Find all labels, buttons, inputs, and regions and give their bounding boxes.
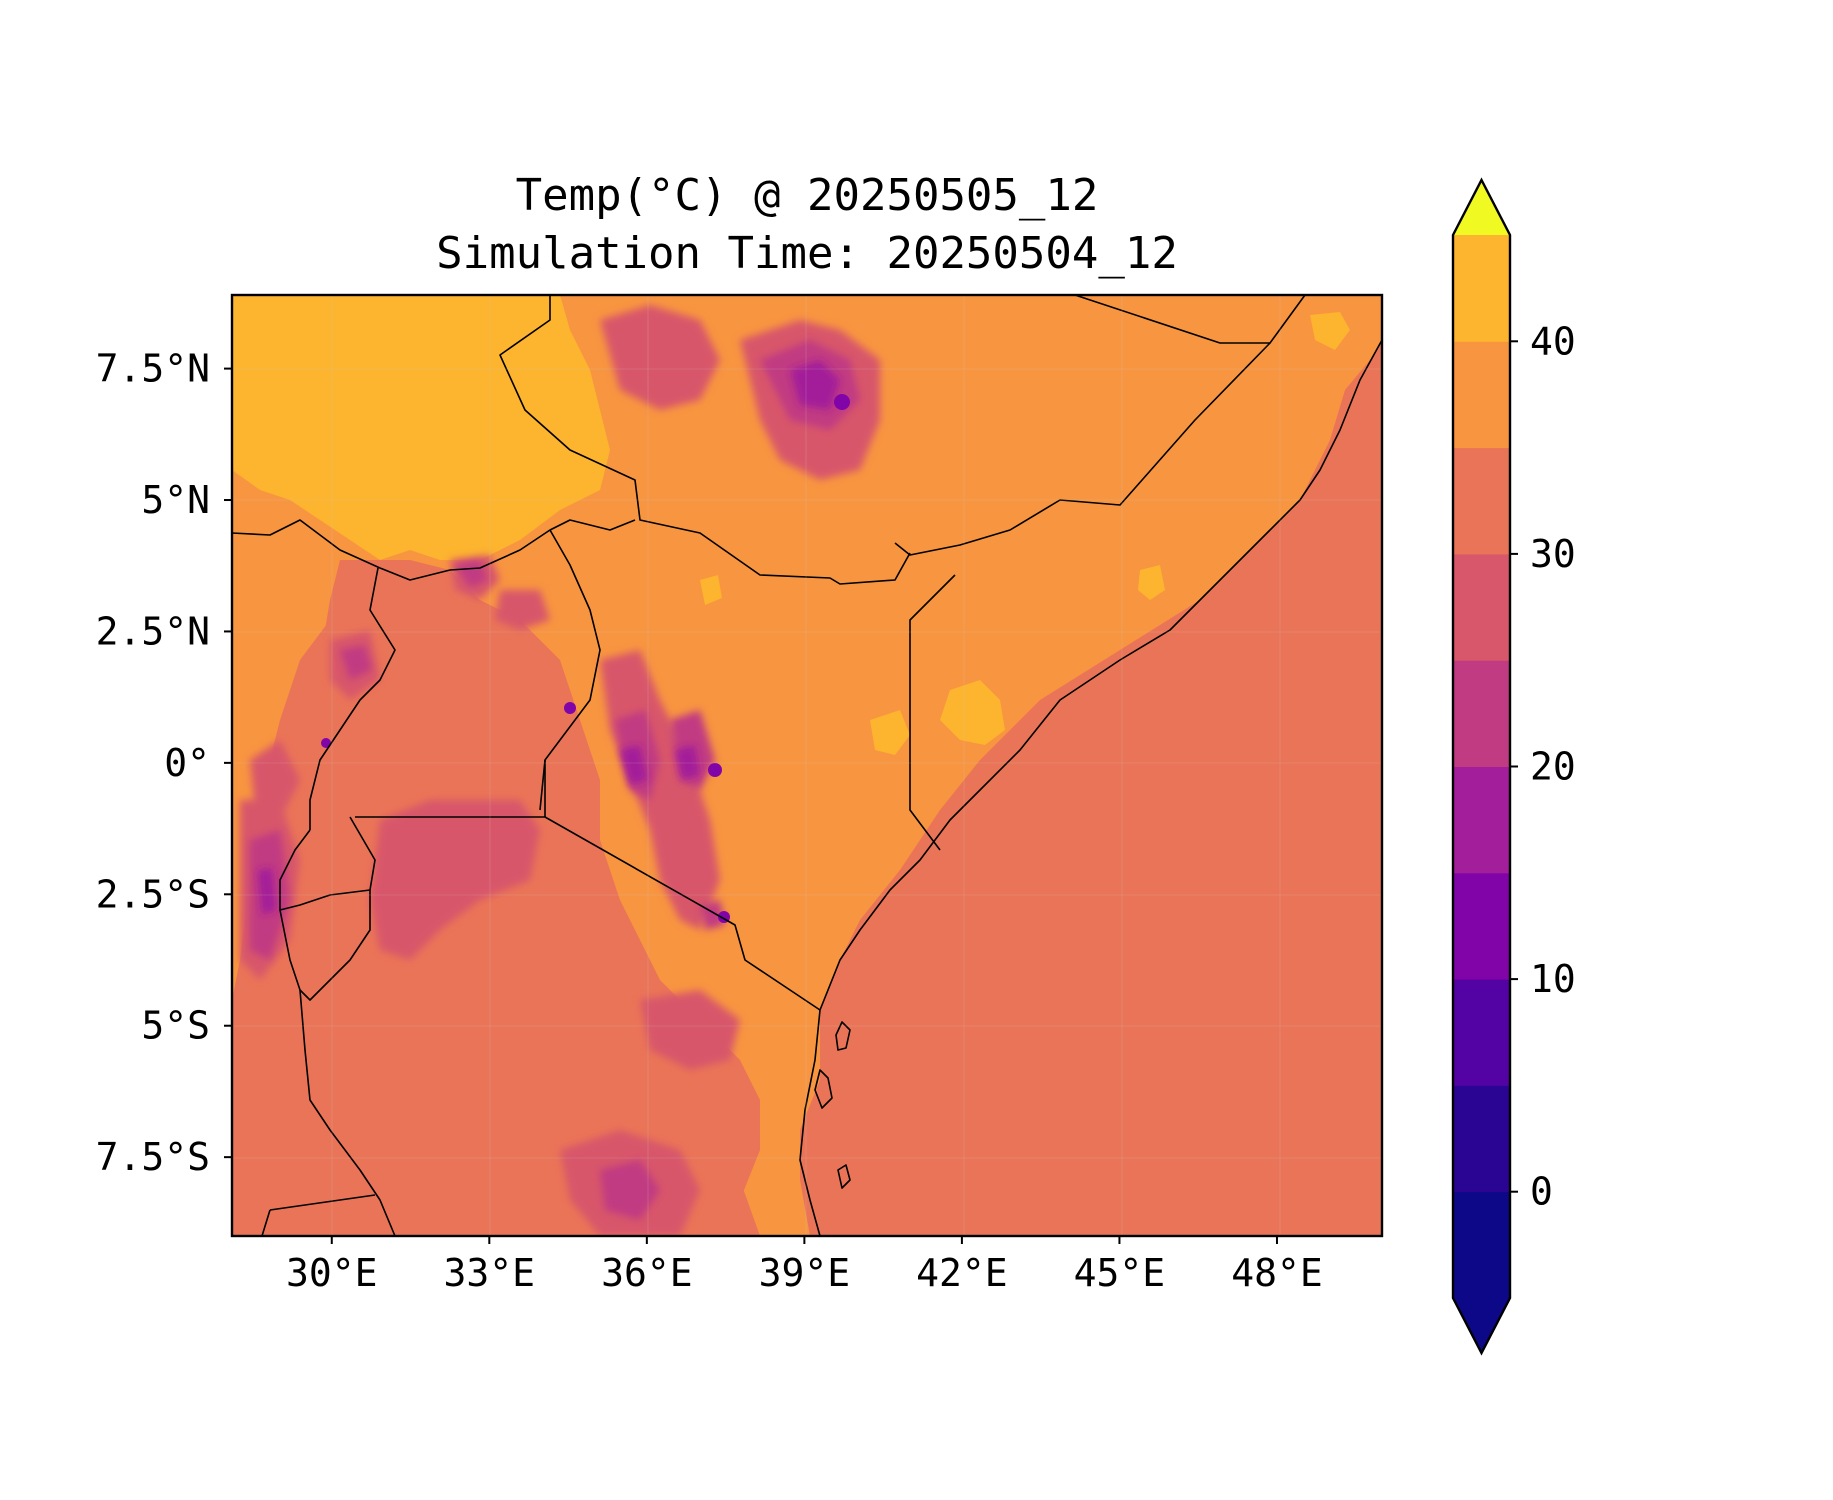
- x-axis-ticks: 30°E 33°E 36°E 39°E 42°E 45°E 48°E: [286, 1236, 1323, 1295]
- x-tick-label: 36°E: [601, 1251, 693, 1295]
- colorbar-segment: [1453, 872, 1510, 980]
- y-tick-label: 5°S: [141, 1004, 210, 1048]
- colorbar-segment: [1453, 979, 1510, 1086]
- y-tick-label: 2.5°N: [96, 609, 210, 653]
- x-tick-label: 48°E: [1231, 1251, 1323, 1295]
- y-tick-label: 5°N: [141, 478, 210, 522]
- temp-band-5-10: [321, 394, 850, 923]
- colorbar-outline: [1451, 177, 1512, 1356]
- temp-band-25-30-interior: [270, 560, 760, 1236]
- colorbar-tick-label: 10: [1530, 957, 1576, 1001]
- temp-band-35-40-spot2: [700, 575, 722, 605]
- gridlines: [232, 295, 1382, 1236]
- x-tick-label: 45°E: [1074, 1251, 1166, 1295]
- colorbar-segment: [1453, 1191, 1510, 1299]
- temp-band-35-40-ogaden2: [870, 710, 910, 755]
- temp-band-10-15: [258, 360, 840, 915]
- x-tick-label: 30°E: [286, 1251, 378, 1295]
- colorbar-extend-min: [1453, 1298, 1510, 1353]
- country-borders: [232, 295, 1382, 1236]
- colorbar-segment: [1453, 235, 1510, 342]
- map-panel: [232, 295, 1382, 1236]
- x-tick-label: 33°E: [444, 1251, 536, 1295]
- y-tick-label: 2.5°S: [96, 872, 210, 916]
- colorbar-segment: [1453, 766, 1510, 874]
- x-tick-label: 39°E: [759, 1251, 851, 1295]
- map-title: Temp(°C) @ 20250505_12: [516, 170, 1099, 221]
- x-tick-label: 42°E: [916, 1251, 1008, 1295]
- map-frame: [230, 293, 1384, 1238]
- temp-band-35-40-somalia: [1310, 312, 1350, 350]
- colorbar-segment: [1453, 660, 1510, 767]
- colorbar-segment: [1453, 1085, 1510, 1193]
- colorbar-tick-label: 20: [1530, 745, 1576, 789]
- colorbar-segment: [1453, 341, 1510, 449]
- y-tick-label: 0°: [164, 741, 210, 785]
- colorbar-tick-label: 0: [1530, 1170, 1553, 1214]
- colorbar-segment: [1453, 553, 1510, 661]
- y-tick-label: 7.5°N: [96, 347, 210, 391]
- map-subtitle: Simulation Time: 20250504_12: [436, 228, 1178, 279]
- colorbar-segment: [1453, 447, 1510, 555]
- temp-band-35-40-ogaden: [940, 680, 1005, 745]
- colorbar-extend-max: [1453, 180, 1510, 235]
- y-axis-ticks: 7.5°N 5°N 2.5°N 0° 2.5°S 5°S 7.5°S: [96, 347, 232, 1179]
- colorbar-tick-label: 30: [1530, 532, 1576, 576]
- y-tick-label: 7.5°S: [96, 1135, 210, 1179]
- temp-band-30-35-west: [232, 520, 340, 1000]
- temp-band-35-40-northwest: [232, 295, 610, 560]
- colorbar-tick-label: 40: [1530, 319, 1576, 363]
- temp-band-35-40-spot: [1138, 565, 1165, 600]
- colorbar: 0 10 20 30 40: [1451, 177, 1576, 1356]
